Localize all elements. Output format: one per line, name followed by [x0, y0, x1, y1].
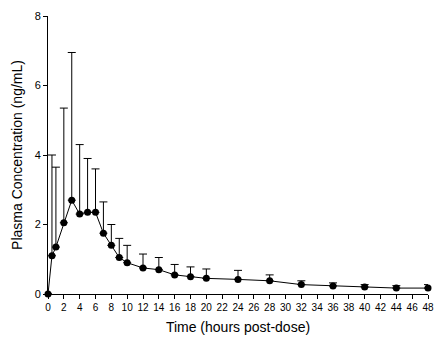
svg-text:4: 4 [35, 149, 41, 161]
svg-text:28: 28 [264, 302, 276, 313]
svg-text:0: 0 [45, 302, 51, 313]
svg-text:12: 12 [137, 302, 149, 313]
svg-text:30: 30 [280, 302, 292, 313]
svg-text:Time (hours post-dose): Time (hours post-dose) [166, 319, 310, 335]
svg-text:2: 2 [61, 302, 67, 313]
svg-text:0: 0 [35, 288, 41, 300]
svg-text:8: 8 [109, 302, 115, 313]
svg-text:6: 6 [35, 79, 41, 91]
svg-text:Plasma Concentration (ng/mL): Plasma Concentration (ng/mL) [9, 60, 25, 250]
svg-text:44: 44 [391, 302, 403, 313]
svg-text:22: 22 [217, 302, 229, 313]
svg-text:32: 32 [296, 302, 308, 313]
svg-text:38: 38 [343, 302, 355, 313]
svg-text:46: 46 [407, 302, 419, 313]
svg-text:14: 14 [153, 302, 165, 313]
svg-text:10: 10 [122, 302, 134, 313]
svg-text:34: 34 [312, 302, 324, 313]
svg-text:8: 8 [35, 10, 41, 22]
svg-text:36: 36 [327, 302, 339, 313]
svg-text:6: 6 [93, 302, 99, 313]
svg-text:18: 18 [185, 302, 197, 313]
svg-text:24: 24 [232, 302, 244, 313]
svg-text:48: 48 [422, 302, 434, 313]
svg-text:16: 16 [169, 302, 181, 313]
svg-text:40: 40 [359, 302, 371, 313]
svg-text:20: 20 [201, 302, 213, 313]
svg-text:4: 4 [77, 302, 83, 313]
svg-text:26: 26 [248, 302, 260, 313]
svg-text:42: 42 [375, 302, 387, 313]
svg-text:2: 2 [35, 218, 41, 230]
